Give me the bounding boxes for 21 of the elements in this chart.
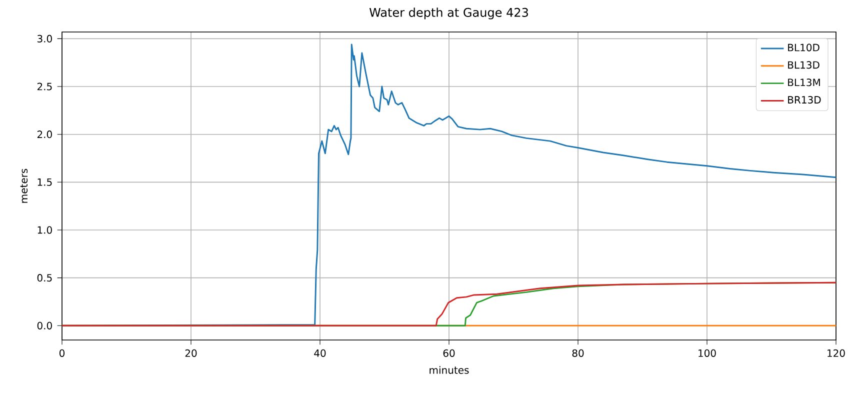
y-tick-label: 2.5 <box>37 82 52 90</box>
legend-label: BL10D <box>788 44 820 52</box>
legend-label: BL13D <box>788 61 820 69</box>
x-axis-title: minutes <box>430 366 469 374</box>
y-tick-label: 3.0 <box>37 34 52 42</box>
x-tick-label: 40 <box>314 349 326 357</box>
x-tick-label: 120 <box>828 349 845 357</box>
y-axis-title: meters <box>20 168 28 203</box>
x-tick-label: 100 <box>698 349 716 357</box>
chart-title: Water depth at Gauge 423 <box>369 8 528 20</box>
legend-label: BR13D <box>788 96 821 104</box>
y-tick-label: 0.5 <box>37 274 52 282</box>
x-tick-label: 60 <box>443 349 455 357</box>
x-tick-label: 20 <box>185 349 197 357</box>
legend-label: BL13M <box>788 78 820 86</box>
y-tick-label: 2.0 <box>37 130 52 138</box>
y-tick-label: 0.0 <box>37 322 52 330</box>
y-tick-label: 1.0 <box>38 226 52 234</box>
x-tick-label: 80 <box>572 349 584 357</box>
x-tick-label: 0 <box>59 349 65 357</box>
y-tick-label: 1.5 <box>38 178 52 186</box>
